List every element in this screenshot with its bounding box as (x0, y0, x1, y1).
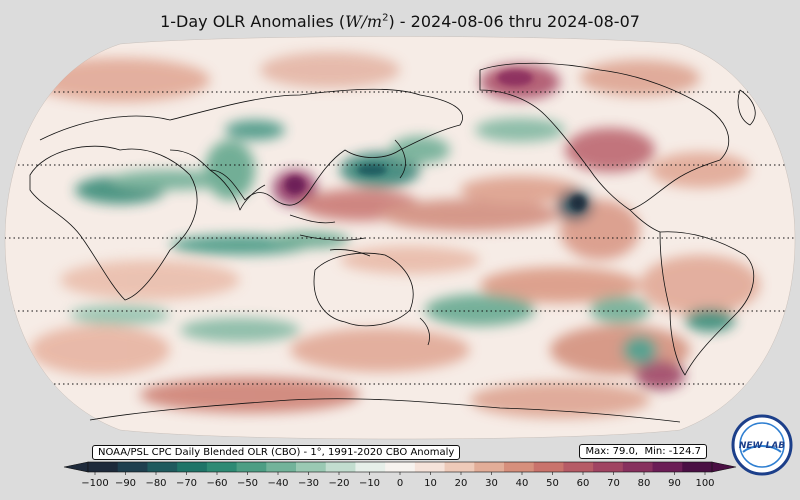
anomaly-field (30, 52, 760, 418)
colorbar-segment (147, 462, 178, 472)
coastlines (29, 62, 756, 423)
colorbar-tick-label: 30 (485, 478, 498, 489)
colorbar: −100 −90 −80 −70 −60 −50 −40 −30 −20 −10 0 10 20 30 40… (63, 461, 737, 489)
latitude-lines (5, 91, 795, 385)
colorbar-tick-label: −70 (176, 478, 197, 489)
title-suffix: ) - 2024-08-06 thru 2024-08-07 (388, 12, 640, 31)
colorbar-tick-label: 90 (668, 478, 681, 489)
colorbar-tick-label: −30 (298, 478, 319, 489)
colorbar-tick-label: 80 (638, 478, 651, 489)
colorbar-segment (474, 462, 505, 472)
max-value: Max: 79.0, (585, 446, 639, 457)
colorbar-segment (236, 462, 267, 472)
colorbar-segment (622, 462, 654, 472)
colorbar-segment (355, 462, 386, 472)
colorbar-segment (385, 462, 416, 472)
colorbar-tick-label: −10 (359, 478, 380, 489)
colorbar-tick-label: −20 (328, 478, 349, 489)
colorbar-segment (593, 462, 624, 472)
min-value: Min: -124.7 (644, 446, 701, 457)
colorbar-tick-label: −90 (115, 478, 136, 489)
colorbar-segment (652, 462, 683, 472)
colorbar-tick-label: −80 (145, 478, 166, 489)
colorbar-segment (444, 462, 475, 472)
colorbar-segment (296, 462, 327, 472)
colorbar-tick-label: 0 (397, 478, 403, 489)
colorbar-tick-label: −40 (267, 478, 288, 489)
colorbar-segment (177, 462, 208, 472)
logo-text: NEW LAB (739, 441, 785, 451)
colorbar-segment (117, 462, 148, 472)
colorbar-tick-label: −100 (81, 478, 108, 489)
colorbar-tick-label: 20 (455, 478, 468, 489)
colorbar-tick-label: 40 (516, 478, 529, 489)
colorbar-segment (266, 462, 297, 472)
colorbar-tick-label: 70 (607, 478, 620, 489)
colorbar-tick-label: 100 (695, 478, 714, 489)
colorbar-segment (325, 462, 356, 472)
colorbar-segment (504, 462, 535, 472)
colorbar-min-arrow (63, 461, 89, 473)
colorbar-tick-label: 60 (577, 478, 590, 489)
colorbar-segment (88, 462, 119, 472)
map-title: 1-Day OLR Anomalies (W/m2) - 2024-08-06 … (0, 12, 800, 31)
noaa-lab-logo: NEW LAB (731, 414, 793, 476)
colorbar-segment (206, 462, 238, 472)
colorbar-tick-label: −50 (237, 478, 258, 489)
colorbar-tick-label: −60 (206, 478, 227, 489)
stats-box: Max: 79.0, Min: -124.7 (579, 444, 707, 459)
colorbar-segment (533, 462, 564, 472)
colorbar-tick-label: 50 (546, 478, 559, 489)
title-unit-superscript: 2 (382, 12, 389, 24)
colorbar-tick-label: 10 (424, 478, 437, 489)
colorbar-segment (414, 462, 446, 472)
data-source-label: NOAA/PSL CPC Daily Blended OLR (CBO) - 1… (92, 445, 461, 460)
title-prefix: 1-Day OLR Anomalies ( (160, 12, 346, 31)
colorbar-segment (682, 462, 713, 472)
title-unit: W/m (345, 12, 383, 31)
colorbar-segment (563, 462, 594, 472)
